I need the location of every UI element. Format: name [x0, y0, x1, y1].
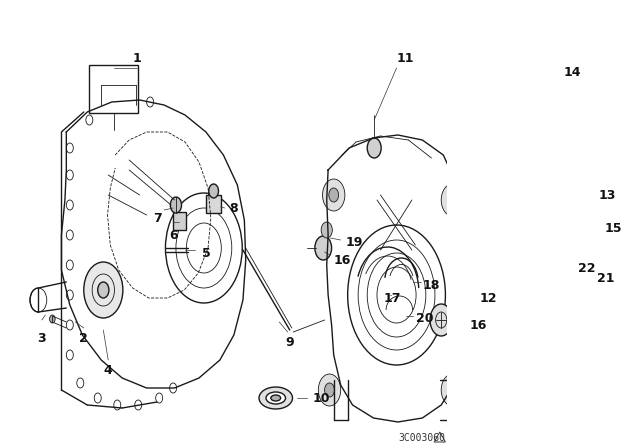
Text: 2: 2: [79, 332, 88, 345]
Circle shape: [49, 315, 55, 323]
Circle shape: [321, 222, 332, 238]
Circle shape: [324, 383, 335, 397]
Text: 3: 3: [38, 332, 46, 345]
Text: 15: 15: [604, 221, 621, 234]
Text: 11: 11: [396, 52, 413, 65]
Bar: [206, 195, 221, 213]
Bar: [173, 212, 186, 230]
Circle shape: [561, 219, 570, 233]
Circle shape: [568, 264, 574, 272]
Text: 18: 18: [423, 279, 440, 292]
Bar: [90, 65, 138, 113]
Text: 17: 17: [383, 292, 401, 305]
Bar: [566, 220, 586, 232]
Circle shape: [98, 282, 109, 298]
Circle shape: [323, 179, 345, 211]
Ellipse shape: [266, 392, 285, 404]
Text: 5: 5: [202, 246, 211, 259]
Text: 1: 1: [132, 52, 141, 65]
Circle shape: [367, 138, 381, 158]
Circle shape: [318, 374, 340, 406]
Text: 16: 16: [470, 319, 487, 332]
Text: 19: 19: [346, 236, 364, 249]
Circle shape: [447, 383, 457, 397]
Text: 20: 20: [416, 311, 433, 324]
Circle shape: [209, 184, 218, 198]
Text: 7: 7: [153, 211, 161, 224]
Text: 22: 22: [578, 262, 595, 275]
Text: 14: 14: [564, 65, 581, 78]
Text: 6: 6: [169, 228, 177, 241]
Text: 16: 16: [333, 254, 351, 267]
Ellipse shape: [271, 395, 281, 401]
Text: 8: 8: [230, 202, 238, 215]
Text: 12: 12: [480, 292, 497, 305]
Text: 21: 21: [597, 271, 615, 284]
Text: 9: 9: [285, 336, 294, 349]
Circle shape: [329, 188, 339, 202]
Circle shape: [578, 248, 588, 262]
Circle shape: [441, 374, 463, 406]
Text: 4: 4: [104, 363, 113, 376]
Text: 10: 10: [312, 392, 330, 405]
Circle shape: [447, 193, 457, 207]
Circle shape: [170, 197, 182, 213]
Ellipse shape: [259, 387, 292, 409]
Circle shape: [84, 262, 123, 318]
Circle shape: [441, 184, 463, 216]
Circle shape: [564, 259, 577, 277]
Text: 3C003060: 3C003060: [398, 433, 445, 443]
Circle shape: [430, 304, 452, 336]
Text: 13: 13: [598, 189, 616, 202]
Circle shape: [315, 236, 332, 260]
